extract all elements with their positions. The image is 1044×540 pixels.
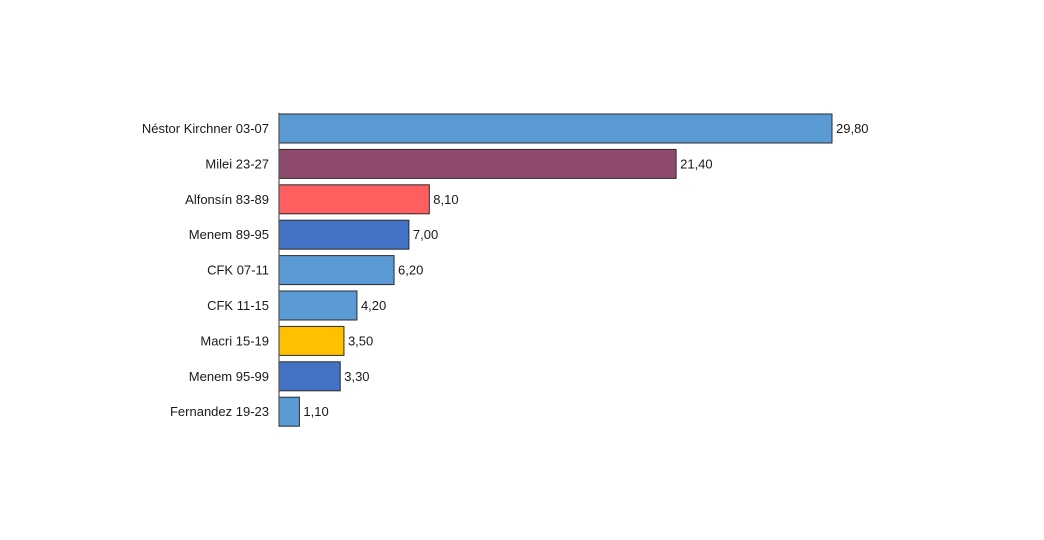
bar-2 [278,184,430,215]
bars-group [278,113,833,427]
value-label: 1,10 [303,404,328,419]
category-label: CFK 07-11 [207,263,269,278]
value-label: 21,40 [680,156,713,171]
value-label: 6,20 [398,263,423,278]
category-label: CFK 11-15 [207,298,269,313]
bar-6 [278,325,345,356]
value-label: 7,00 [413,227,438,242]
category-label: Néstor Kirchner 03-07 [142,121,269,136]
value-label: 8,10 [433,192,458,207]
category-label: Menem 95-99 [189,369,269,384]
bar-5 [278,290,358,321]
value-label: 29,80 [836,121,869,136]
category-label: Alfonsín 83-89 [185,192,269,207]
bar-1 [278,148,677,179]
category-label: Macri 15-19 [200,333,269,348]
bar-3 [278,219,410,250]
value-label: 3,30 [344,369,369,384]
bar-7 [278,361,341,392]
bar-0 [278,113,833,144]
labels-group: Néstor Kirchner 03-07 29,80 Milei 23-27 21,… [142,121,869,419]
bar-8 [278,396,300,427]
category-label: Milei 23-27 [205,156,269,171]
bar-4 [278,255,395,286]
value-label: 3,50 [348,333,373,348]
category-label: Fernandez 19-23 [170,404,269,419]
category-label: Menem 89-95 [189,227,269,242]
value-label: 4,20 [361,298,386,313]
